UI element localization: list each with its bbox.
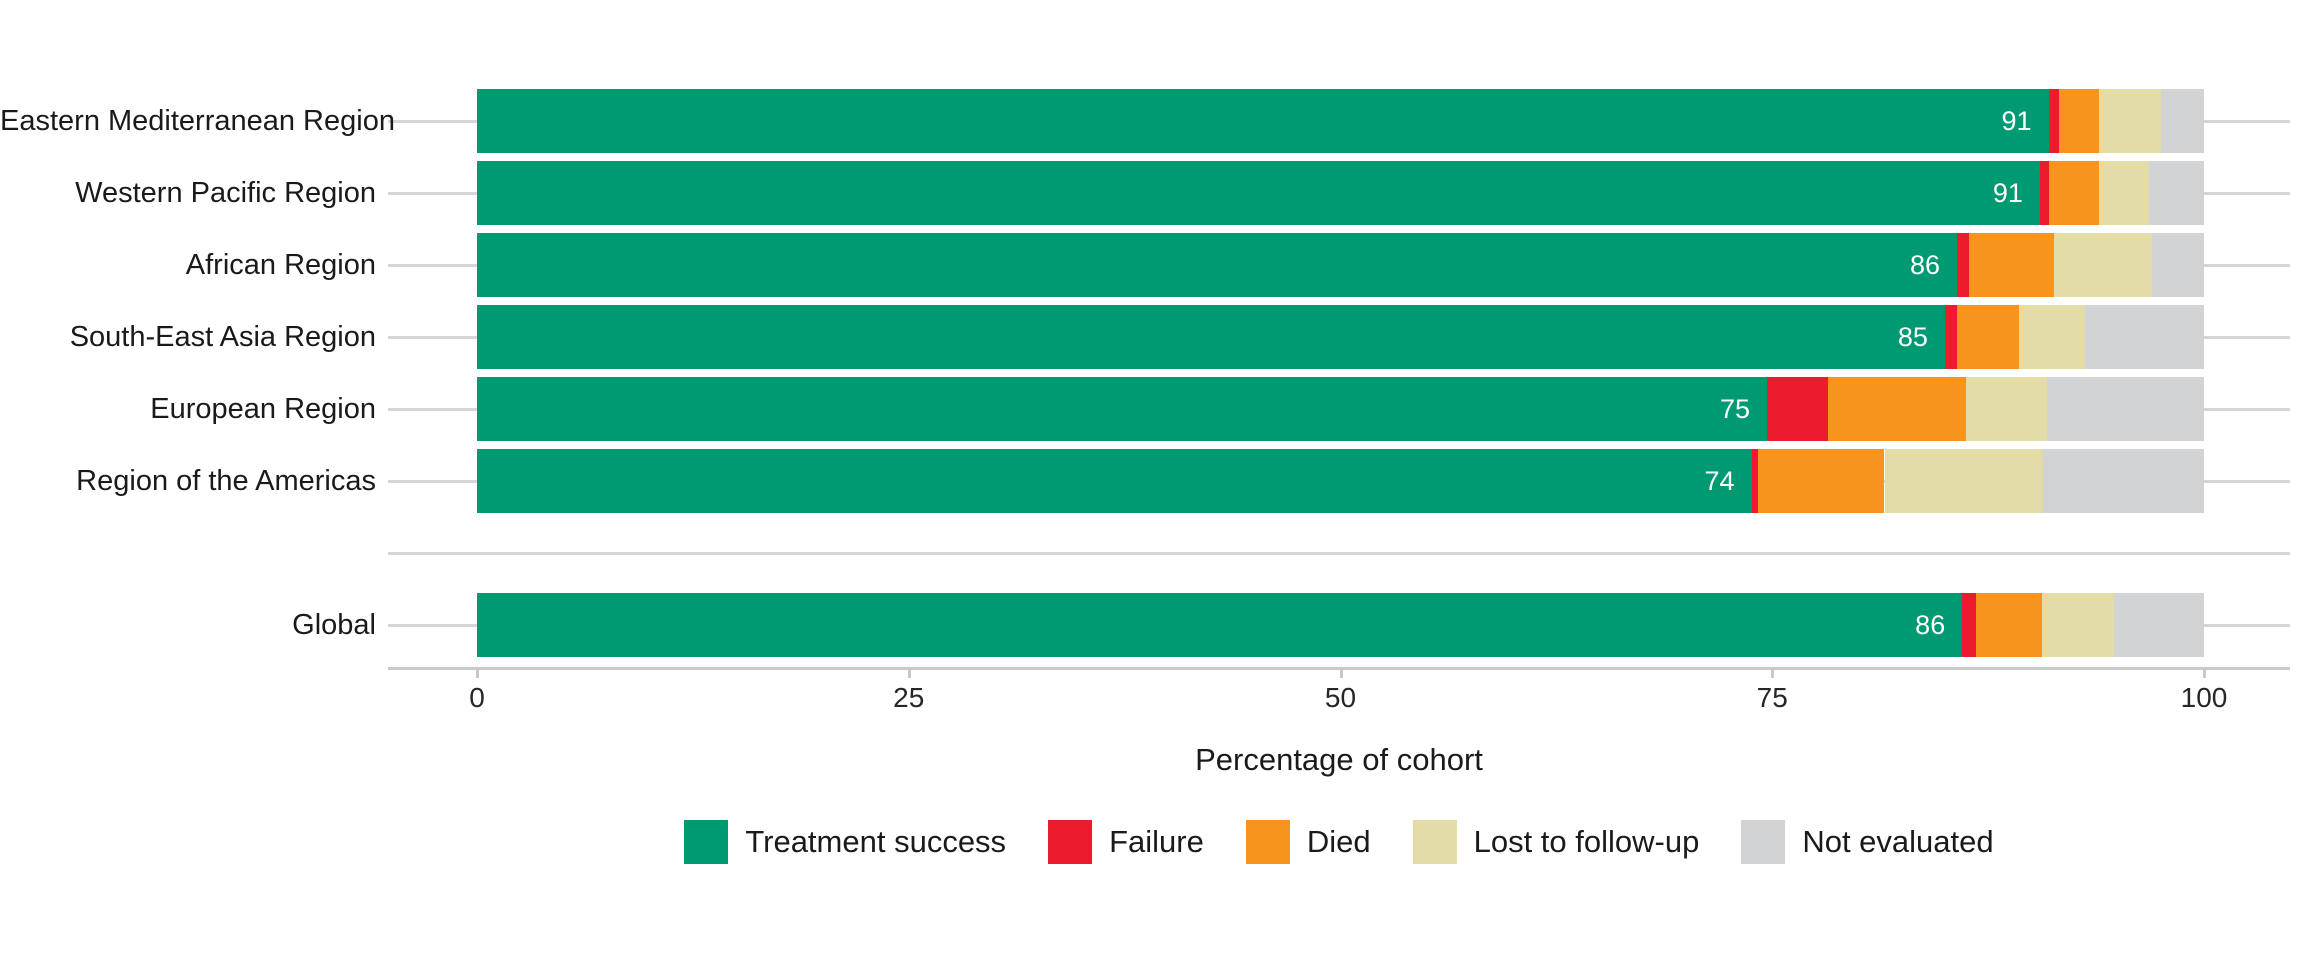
- legend-item-died: Died: [1245, 820, 1371, 864]
- bar-segment-failure: [1962, 593, 1977, 657]
- bar-segment-success: [477, 449, 1752, 513]
- bar-segment-success: [477, 593, 1963, 657]
- bar-segment-not_evaluated: [2152, 233, 2204, 297]
- x-axis-title: Percentage of cohort: [1195, 742, 1483, 777]
- bar-segment-failure: [2048, 89, 2059, 153]
- x-tick-label: 25: [893, 682, 925, 713]
- category-label: Region of the Americas: [76, 465, 376, 497]
- bar-segment-success: [477, 233, 1958, 297]
- bar-value-label: 86: [1909, 250, 1941, 280]
- bar-segment-success: [477, 89, 2049, 153]
- category-label: European Region: [150, 393, 376, 425]
- legend-label: Treatment success: [745, 824, 1007, 859]
- x-tick-mark: [1771, 670, 1775, 678]
- legend-swatch-success: [684, 820, 729, 864]
- bar-segment-lost: [2098, 89, 2161, 153]
- bar-segment-died: [2058, 89, 2099, 153]
- bar-segment-not_evaluated: [2046, 377, 2204, 441]
- legend-item-not_evaluated: Not evaluated: [1741, 820, 1994, 864]
- bar-segment-died: [1827, 377, 1966, 441]
- legend-label: Failure: [1109, 824, 1204, 859]
- category-label: Global: [292, 609, 376, 641]
- legend-swatch-not_evaluated: [1741, 820, 1786, 864]
- bar-value-label: 75: [1720, 394, 1751, 424]
- bar-segment-not_evaluated: [2160, 89, 2204, 153]
- x-axis-line: [388, 667, 2290, 670]
- bar-value-label: 74: [1704, 466, 1735, 496]
- x-tick-label: 75: [1756, 682, 1788, 713]
- bar-segment-failure: [2039, 161, 2049, 225]
- bar-segment-failure: [1751, 449, 1759, 513]
- bar-segment-success: [477, 161, 2040, 225]
- legend-label: Died: [1306, 824, 1371, 859]
- x-tick-label: 0: [469, 682, 485, 713]
- bar-segment-died: [1976, 593, 2042, 657]
- bar-segment-success: [477, 377, 1768, 441]
- bar-segment-not_evaluated: [2148, 161, 2204, 225]
- bar-segment-died: [2048, 161, 2099, 225]
- category-label: African Region: [185, 249, 376, 281]
- bar-segment-died: [1957, 305, 2020, 369]
- bar-segment-not_evaluated: [2084, 305, 2204, 369]
- bar-segment-lost: [2098, 161, 2149, 225]
- bar-value-label: 91: [2001, 106, 2032, 136]
- legend-item-failure: Failure: [1048, 820, 1204, 864]
- x-tick-label: 100: [2180, 682, 2228, 713]
- bar-value-label: 86: [1915, 610, 1946, 640]
- bar-segment-lost: [2019, 305, 2085, 369]
- legend-swatch-died: [1245, 820, 1290, 864]
- legend-label: Not evaluated: [1802, 824, 1994, 859]
- category-label: Western Pacific Region: [75, 177, 376, 209]
- bar-segment-not_evaluated: [2043, 449, 2204, 513]
- bar-value-label: 91: [1992, 178, 2023, 208]
- legend-item-success: Treatment success: [684, 820, 1006, 864]
- bar-value-label: 85: [1897, 322, 1928, 352]
- bar-segment-success: [477, 305, 1945, 369]
- bar-segment-not_evaluated: [2114, 593, 2204, 657]
- x-tick-mark: [476, 670, 479, 678]
- legend-item-lost: Lost to follow-up: [1412, 820, 1700, 864]
- bar-segment-failure: [1944, 305, 1958, 369]
- x-tick-mark: [2203, 670, 2206, 678]
- bar-segment-died: [1969, 233, 2054, 297]
- category-label: Eastern Mediterranean Region: [0, 105, 395, 137]
- x-tick-mark: [907, 670, 911, 678]
- legend-swatch-lost: [1412, 820, 1457, 864]
- legend-swatch-failure: [1048, 820, 1093, 864]
- x-tick-mark: [1339, 670, 1343, 678]
- legend: Treatment success Failure Died Lost to foll…: [388, 820, 2290, 864]
- x-tick-label: 50: [1324, 682, 1357, 713]
- bar-segment-failure: [1767, 377, 1828, 441]
- bar-segment-died: [1758, 449, 1885, 513]
- bar-segment-lost: [2053, 233, 2153, 297]
- bar-segment-lost: [1884, 449, 2044, 513]
- bar-segment-failure: [1957, 233, 1970, 297]
- legend-label: Lost to follow-up: [1473, 824, 1700, 859]
- row-gridline: [388, 552, 2290, 555]
- bar-segment-lost: [2041, 593, 2115, 657]
- bar-segment-lost: [1965, 377, 2047, 441]
- category-label: South-East Asia Region: [69, 321, 376, 353]
